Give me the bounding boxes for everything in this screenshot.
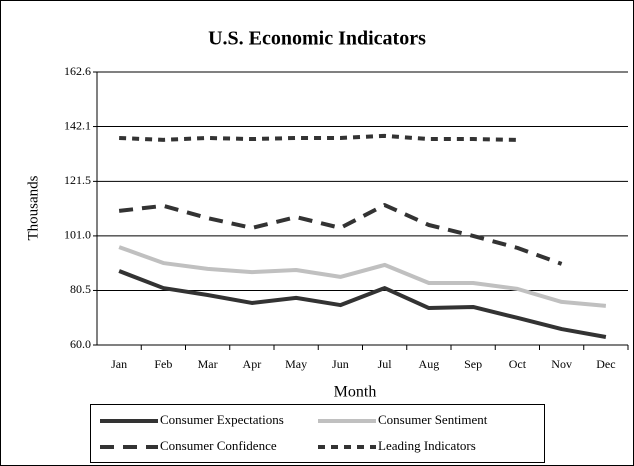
x-tick-label: Nov — [551, 357, 572, 371]
x-tick-label: Apr — [243, 357, 262, 371]
x-tick-label: Jan — [111, 357, 127, 371]
y-tick-label: 142.1 — [64, 118, 91, 132]
x-tick-label: Aug — [419, 357, 440, 371]
x-tick-label: Sep — [464, 357, 482, 371]
series-line — [118, 269, 607, 339]
legend-label: Consumer Confidence — [160, 438, 277, 453]
legend-label: Consumer Expectations — [160, 412, 284, 427]
y-tick-label: 60.0 — [70, 337, 91, 351]
y-tick-label: 101.0 — [64, 228, 91, 242]
x-tick-label: Mar — [198, 357, 218, 371]
x-tick-label: Jun — [332, 357, 349, 371]
series-line — [119, 133, 518, 142]
legend-label: Leading Indicators — [378, 438, 476, 453]
y-axis-label: Thousands — [25, 175, 41, 240]
x-tick-label: May — [285, 357, 307, 371]
x-tick-label: Jul — [378, 357, 393, 371]
y-tick-label: 121.5 — [64, 173, 91, 187]
series-line — [118, 245, 607, 308]
x-tick-label: Dec — [596, 357, 615, 371]
legend — [90, 404, 545, 463]
y-tick-label: 162.6 — [64, 64, 91, 78]
x-axis-label: Month — [334, 384, 377, 401]
legend-label: Consumer Sentiment — [378, 412, 488, 427]
series-line — [118, 203, 563, 266]
x-tick-label: Feb — [154, 357, 172, 371]
y-tick-label: 80.5 — [70, 282, 91, 296]
x-tick-label: Oct — [509, 357, 527, 371]
chart-title: U.S. Economic Indicators — [208, 28, 426, 50]
